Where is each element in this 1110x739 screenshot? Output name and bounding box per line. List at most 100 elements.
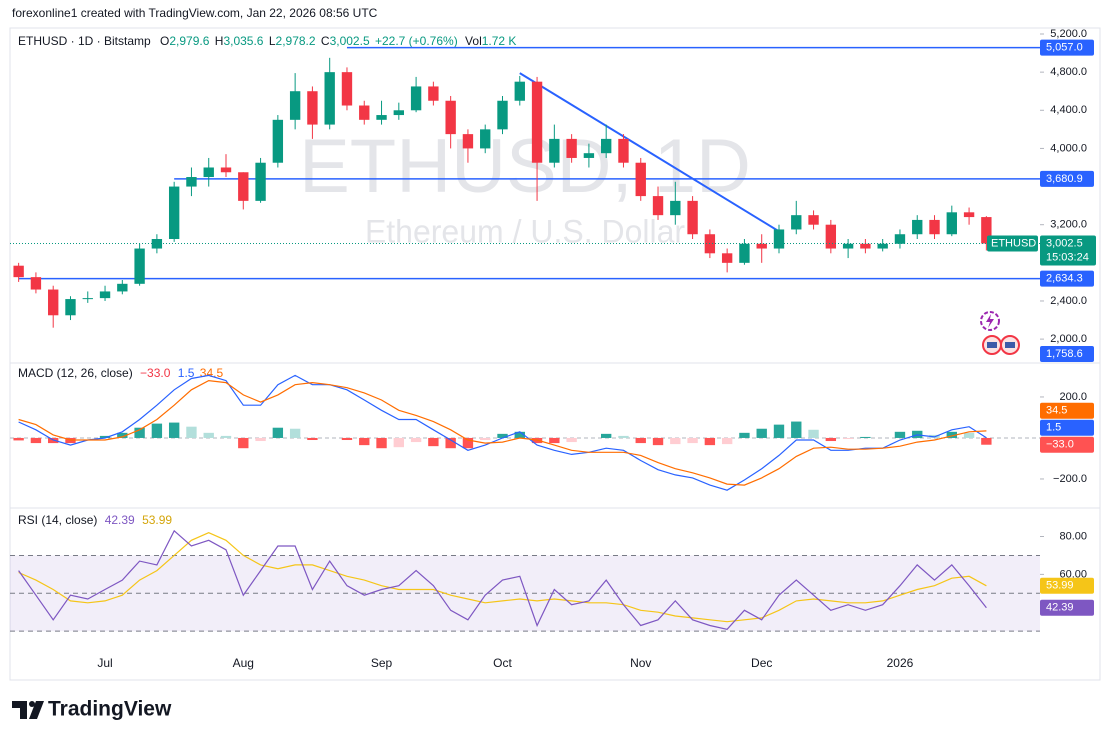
candle-body	[428, 86, 439, 101]
histogram-bar	[635, 437, 646, 444]
candle-body	[860, 243, 871, 249]
histogram-bar	[480, 437, 491, 441]
macd-legend: MACD (12, 26, close) −33.0 1.5 34.5	[18, 366, 223, 380]
histogram-bar	[704, 437, 716, 446]
candle-body	[117, 283, 128, 292]
histogram-bar	[514, 431, 525, 438]
rsi-value: 42.39	[105, 513, 135, 527]
event-bolt	[986, 314, 994, 328]
candle-body	[151, 239, 163, 249]
histogram-bar	[307, 437, 318, 441]
icons	[980, 311, 1020, 355]
candle-body	[341, 72, 353, 106]
x-tick-label: Nov	[630, 656, 651, 670]
candle-body	[635, 162, 646, 197]
x-tick-label: Oct	[493, 656, 512, 670]
value-tag	[1040, 402, 1094, 419]
value-tag-label: 42.39	[1046, 602, 1074, 614]
low-label: L	[269, 34, 276, 48]
candle-body	[376, 115, 387, 120]
histogram-bar	[117, 432, 128, 438]
legend: ETHUSD · 1D · Bitstamp O2,979.6 H3,035.6…	[18, 34, 516, 48]
candle-body	[462, 134, 474, 149]
histogram-bar	[151, 423, 163, 438]
histogram-bar	[791, 421, 802, 438]
candle-body	[601, 138, 612, 154]
histogram-bar	[860, 436, 871, 438]
histogram-bar	[220, 435, 232, 438]
candle-body	[168, 186, 180, 240]
value-tag	[1040, 599, 1094, 616]
flag-stripe	[987, 342, 997, 348]
candle-body	[393, 110, 404, 116]
candle-body	[842, 243, 854, 249]
value-tag-label: −33.0	[1046, 439, 1074, 451]
close-value: 3,002.5	[330, 34, 370, 48]
histogram-bar	[549, 437, 560, 444]
volume-value: 1.72 K	[482, 34, 517, 48]
candle-body	[30, 277, 42, 290]
open-value: 2,979.6	[169, 34, 209, 48]
candle-body	[791, 215, 802, 230]
candle-body	[134, 248, 145, 284]
histogram-bar	[393, 437, 404, 448]
histogram-bar	[739, 432, 750, 438]
value-tag	[1040, 270, 1094, 287]
watermark-symbol: ETHUSD, 1D	[299, 124, 751, 209]
value-tag	[1040, 419, 1094, 436]
candle-body	[82, 298, 93, 300]
candle-body	[583, 153, 595, 158]
logo-dot	[29, 701, 35, 707]
histogram-bar	[894, 431, 906, 438]
candle-body	[65, 299, 76, 316]
histogram-bar	[99, 435, 111, 438]
rsi-ma-value: 53.99	[142, 513, 172, 527]
candle-body	[549, 138, 560, 163]
symbol: ETHUSD · 1D · Bitstamp	[18, 34, 151, 48]
symbol-tag-label: ETHUSD	[991, 237, 1036, 249]
candle-body	[13, 265, 24, 278]
low-value: 2,978.2	[276, 34, 316, 48]
rsi-title: RSI (14, close)	[18, 513, 97, 527]
candle-body	[220, 167, 232, 173]
candle-body	[255, 162, 266, 201]
rsi-ma-line	[18, 532, 987, 623]
histogram-bar	[203, 432, 214, 438]
last-price-label: 3,002.5	[1046, 237, 1083, 249]
candle-body	[410, 86, 422, 111]
value-tag-label: 1,758.6	[1046, 348, 1083, 360]
caption: forexonline1 created with TradingView.co…	[12, 6, 378, 20]
logo-mark	[12, 701, 27, 719]
candle-body	[912, 219, 923, 235]
logo-mark	[29, 701, 44, 719]
frame	[9, 27, 1101, 681]
histogram-bar	[981, 437, 992, 445]
histogram-bar	[289, 428, 301, 438]
value-tag-label: 5,057.0	[1046, 42, 1083, 54]
value-tag-label: 53.99	[1046, 580, 1074, 592]
histogram-bar	[842, 437, 854, 439]
x-tick-label: Sep	[371, 656, 393, 670]
histogram-bar	[134, 427, 145, 438]
histogram-bar	[359, 437, 370, 446]
value-tag-label: 1.5	[1046, 422, 1061, 434]
macd-line	[18, 374, 987, 491]
histogram-bar	[687, 437, 698, 444]
candle-body	[825, 224, 837, 249]
candle-body	[514, 81, 525, 101]
histogram-bar	[341, 437, 353, 441]
watermark: ETHUSD, 1D Ethereum / U.S. Dollar	[299, 124, 751, 249]
histogram-bar	[410, 437, 422, 443]
high-label: H	[215, 34, 224, 48]
histogram-bar	[168, 422, 180, 438]
y-tick-label: 3,200.0	[1050, 219, 1087, 231]
histogram-bar	[238, 437, 249, 449]
histogram-bar	[721, 437, 733, 445]
x-tick-label: Aug	[233, 656, 254, 670]
histogram-bar	[825, 437, 837, 442]
histogram-bar	[946, 431, 957, 438]
histogram-bar	[13, 437, 24, 441]
histogram-bar	[566, 437, 577, 443]
signal-value: 34.5	[200, 366, 224, 380]
